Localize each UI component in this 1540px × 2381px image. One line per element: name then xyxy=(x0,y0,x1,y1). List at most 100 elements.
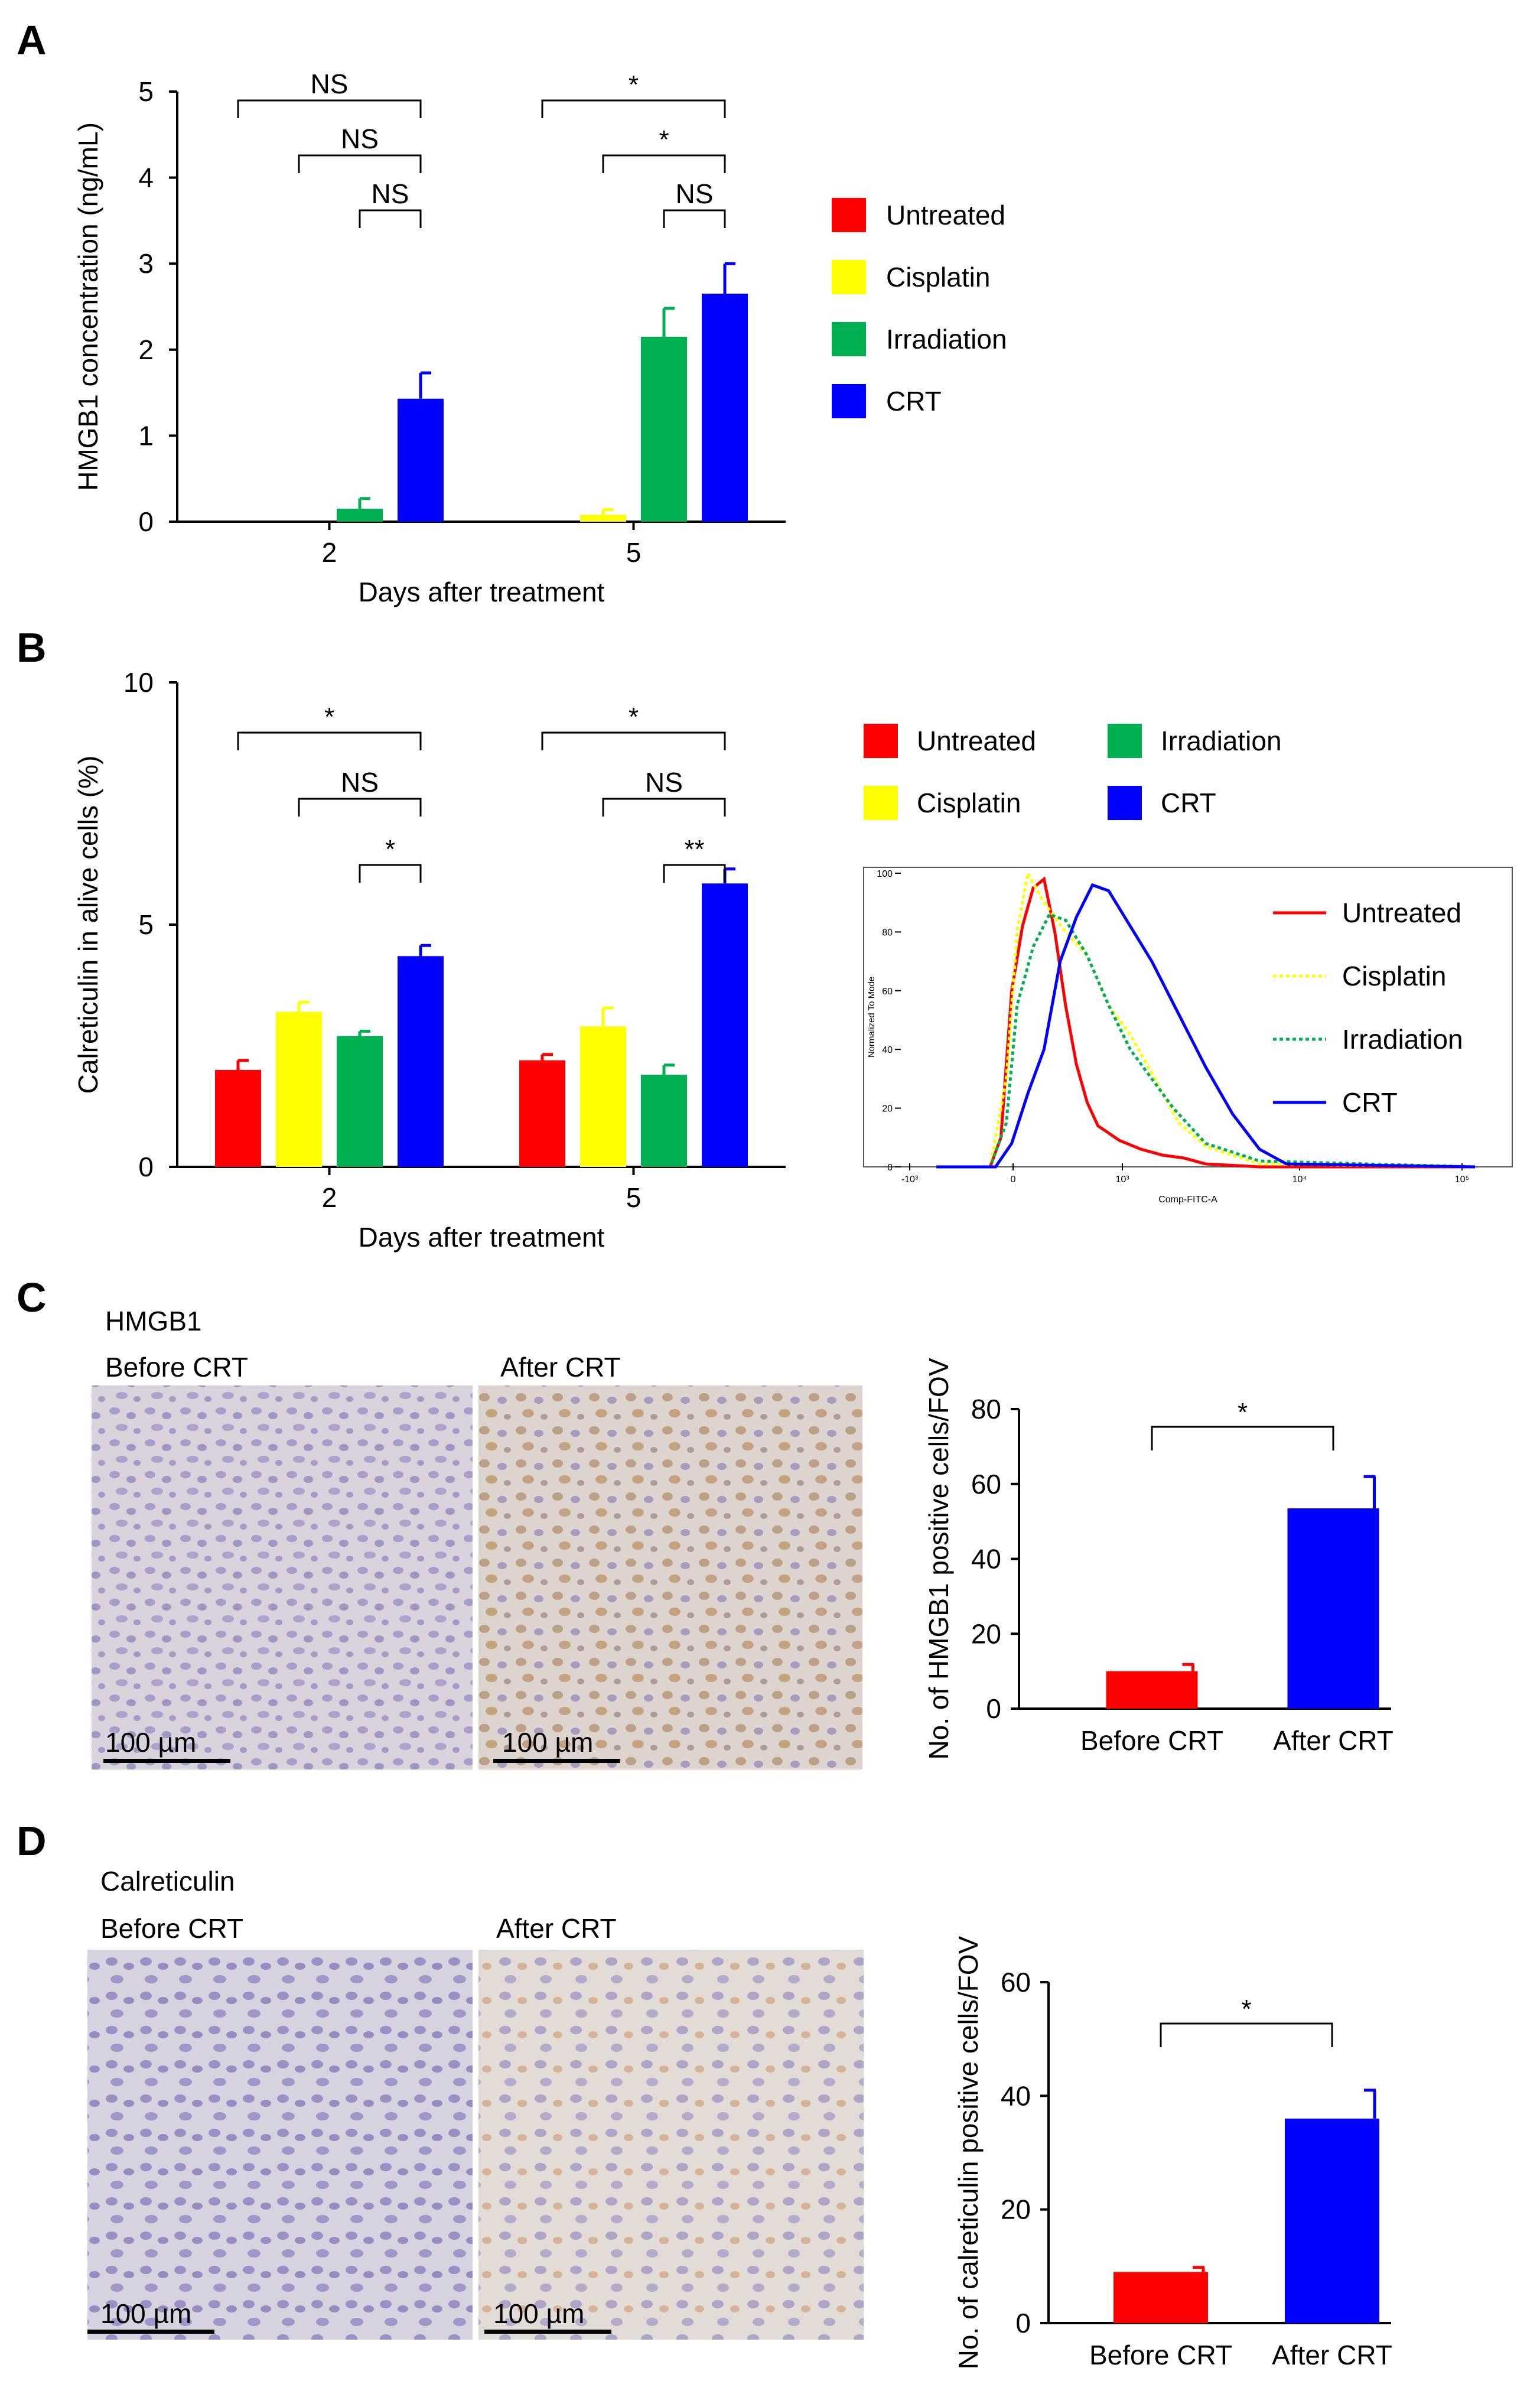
bar-after-crt xyxy=(1285,2118,1379,2323)
panel-c-before-label: Before CRT xyxy=(105,1352,248,1383)
x-tick-label: After CRT xyxy=(1273,1725,1394,1756)
legend-label: CRT xyxy=(886,386,942,417)
significance-label: NS xyxy=(372,178,409,209)
panel-label-a: A xyxy=(17,17,47,63)
significance-label: NS xyxy=(341,123,379,154)
bar-untreated xyxy=(215,1070,261,1167)
bar-after-crt xyxy=(1287,1508,1379,1709)
chart-a: 0 1 2 3 4 5 HMGB1 concentration (ng/mL) Days af… xyxy=(73,69,1007,607)
y-tick-label: 4 xyxy=(138,162,154,193)
y-tick-label: 0 xyxy=(986,1693,1001,1724)
legend-swatch-cisplatin xyxy=(864,786,898,820)
x-axis-title: Comp-FITC-A xyxy=(1158,1195,1217,1205)
significance-bracket xyxy=(602,154,726,173)
bar-crt xyxy=(702,294,748,522)
y-axis-title: Normalized To Mode xyxy=(867,977,877,1058)
bar-crt xyxy=(398,956,444,1167)
y-tick-label: 80 xyxy=(971,1394,1001,1424)
legend-label: Irradiation xyxy=(1161,726,1282,756)
significance-label: * xyxy=(629,70,639,99)
chart-d: 0 20 40 60 No. of calreticulin positive cell… xyxy=(953,1936,1392,2370)
y-tick-label: 3 xyxy=(138,248,154,279)
x-tick-label: After CRT xyxy=(1272,2340,1392,2370)
legend-label: Cisplatin xyxy=(886,262,990,292)
bar-irradiation xyxy=(337,1036,383,1167)
y-tick-label: 40 xyxy=(971,1544,1001,1575)
significance-label: NS xyxy=(676,178,714,209)
legend-label: Cisplatin xyxy=(1342,961,1446,991)
bar-irradiation xyxy=(641,1075,687,1167)
y-tick-label: 80 xyxy=(882,928,893,938)
scale-label-c-before: 100 µm xyxy=(105,1727,196,1758)
y-tick-label: 60 xyxy=(1001,1967,1031,1998)
panel-label-d: D xyxy=(17,1818,47,1864)
significance-bracket xyxy=(1151,1426,1334,1450)
x-tick-label: 2 xyxy=(322,537,337,568)
x-tick-label: 10³ xyxy=(1115,1175,1129,1185)
x-tick-label: Before CRT xyxy=(1080,1725,1223,1756)
x-tick-label: 2 xyxy=(322,1182,337,1213)
legend-swatch-untreated xyxy=(864,724,898,758)
micrograph-d-after xyxy=(478,1950,864,2340)
y-tick-label: 20 xyxy=(1001,2194,1031,2225)
y-tick-label: 0 xyxy=(1015,2308,1031,2338)
y-axis-title: HMGB1 concentration (ng/mL) xyxy=(73,122,103,491)
significance-bracket xyxy=(602,798,726,817)
x-tick-label: 10⁵ xyxy=(1455,1175,1469,1185)
significance-bracket xyxy=(298,154,422,173)
panel-d-after-label: After CRT xyxy=(496,1913,617,1944)
significance-bracket xyxy=(541,99,726,118)
y-tick-label: 40 xyxy=(882,1045,893,1055)
panel-c-after-label: After CRT xyxy=(500,1352,621,1383)
y-tick-label: 100 xyxy=(877,869,893,879)
y-tick-label: 20 xyxy=(882,1104,893,1114)
y-axis-title: Calreticulin in alive cells (%) xyxy=(73,756,103,1094)
y-tick-label: 2 xyxy=(138,334,154,365)
x-tick-label: 0 xyxy=(1011,1175,1016,1185)
significance-bracket xyxy=(359,209,422,228)
chart-b-flow-histogram: 0 20 40 60 80 100 Normalized To Mode -10³ 0 10³ 10… xyxy=(863,867,1513,1205)
y-tick-label: 40 xyxy=(1001,2080,1031,2111)
y-tick-label: 0 xyxy=(138,1152,154,1182)
legend-swatch-crt xyxy=(832,384,866,418)
y-tick-label: 5 xyxy=(138,76,154,107)
legend-swatch-irradiation xyxy=(832,322,866,356)
bar-cisplatin xyxy=(580,1026,626,1167)
significance-label: * xyxy=(385,835,395,864)
panel-label-c: C xyxy=(17,1274,47,1320)
histogram-line-crt xyxy=(936,883,1476,1169)
significance-bracket xyxy=(1160,2022,1333,2047)
legend-swatch-cisplatin xyxy=(832,260,866,294)
panel-d-before-label: Before CRT xyxy=(100,1913,243,1944)
legend-swatch-untreated xyxy=(832,198,866,232)
micrograph-c-before xyxy=(92,1385,473,1770)
significance-bracket xyxy=(298,798,422,817)
significance-label: * xyxy=(324,702,334,731)
panel-c-stain-label: HMGB1 xyxy=(105,1306,202,1336)
significance-label: * xyxy=(1241,1995,1251,2024)
x-tick-label: 10⁴ xyxy=(1292,1175,1307,1185)
scale-label-c-after: 100 µm xyxy=(502,1727,593,1758)
significance-label: NS xyxy=(341,767,379,798)
bar-irradiation xyxy=(641,336,687,522)
scale-label-d-before: 100 µm xyxy=(100,2298,191,2329)
significance-bracket xyxy=(541,731,726,750)
y-tick-label: 20 xyxy=(971,1618,1001,1649)
legend-label: Untreated xyxy=(917,726,1036,756)
legend-swatch-crt xyxy=(1108,786,1142,820)
scale-label-d-after: 100 µm xyxy=(493,2298,584,2329)
y-tick-label: 60 xyxy=(882,987,893,997)
significance-label: * xyxy=(629,702,639,731)
micrograph-d-before xyxy=(87,1950,473,2340)
significance-bracket xyxy=(237,731,422,750)
legend-label: Cisplatin xyxy=(917,788,1021,818)
x-axis-title: Days after treatment xyxy=(359,1222,605,1253)
legend-label: CRT xyxy=(1342,1087,1398,1118)
scale-bar-d-after xyxy=(484,2330,611,2334)
bar-untreated xyxy=(519,1060,565,1167)
histogram-frame xyxy=(863,867,1513,1167)
x-tick-label: -10³ xyxy=(901,1175,919,1185)
y-tick-label: 1 xyxy=(138,420,154,451)
scale-bar-c-before xyxy=(103,1759,230,1763)
